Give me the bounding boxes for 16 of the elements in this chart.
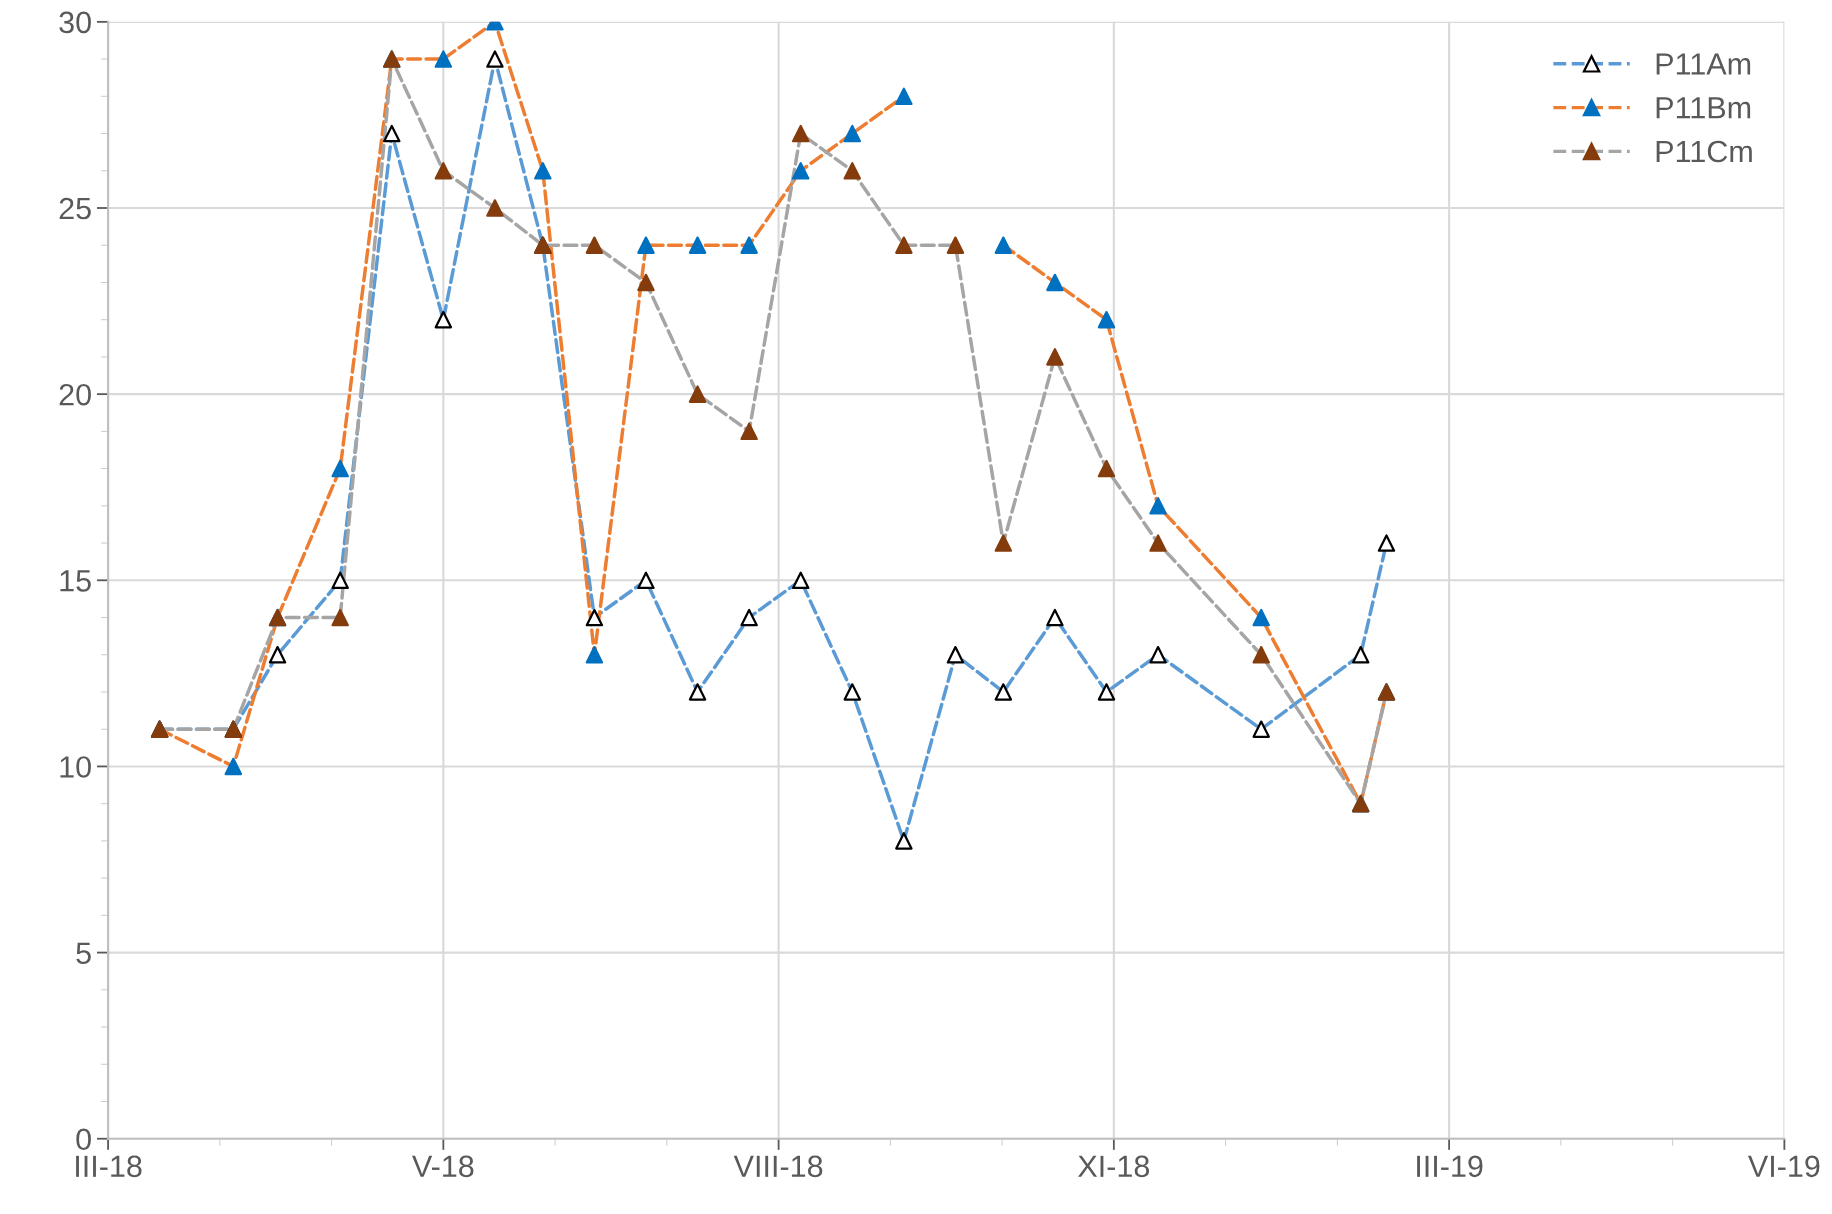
x-tick-label: VI-19	[1747, 1155, 1820, 1178]
y-tick-label: 15	[60, 570, 91, 592]
y-tick-label: 5	[76, 942, 91, 964]
y-tick-label: 0	[76, 1128, 91, 1151]
y-tick-label: 30	[59, 11, 91, 34]
x-tick-label: V-18	[412, 1155, 474, 1178]
legend-label: P11Cm	[1656, 140, 1752, 163]
x-tick-label: XI-18	[1078, 1155, 1150, 1178]
x-tick-label: VIII-18	[733, 1155, 823, 1178]
y-tick-label: 10	[60, 756, 91, 778]
legend-label: P11Bm	[1656, 97, 1751, 119]
legend-label: P11Am	[1656, 53, 1751, 75]
y-tick-label: 25	[59, 197, 91, 220]
x-tick-label: III-19	[1417, 1155, 1483, 1178]
x-tick-label: III-18	[76, 1155, 142, 1178]
y-tick-label: 20	[59, 383, 91, 406]
